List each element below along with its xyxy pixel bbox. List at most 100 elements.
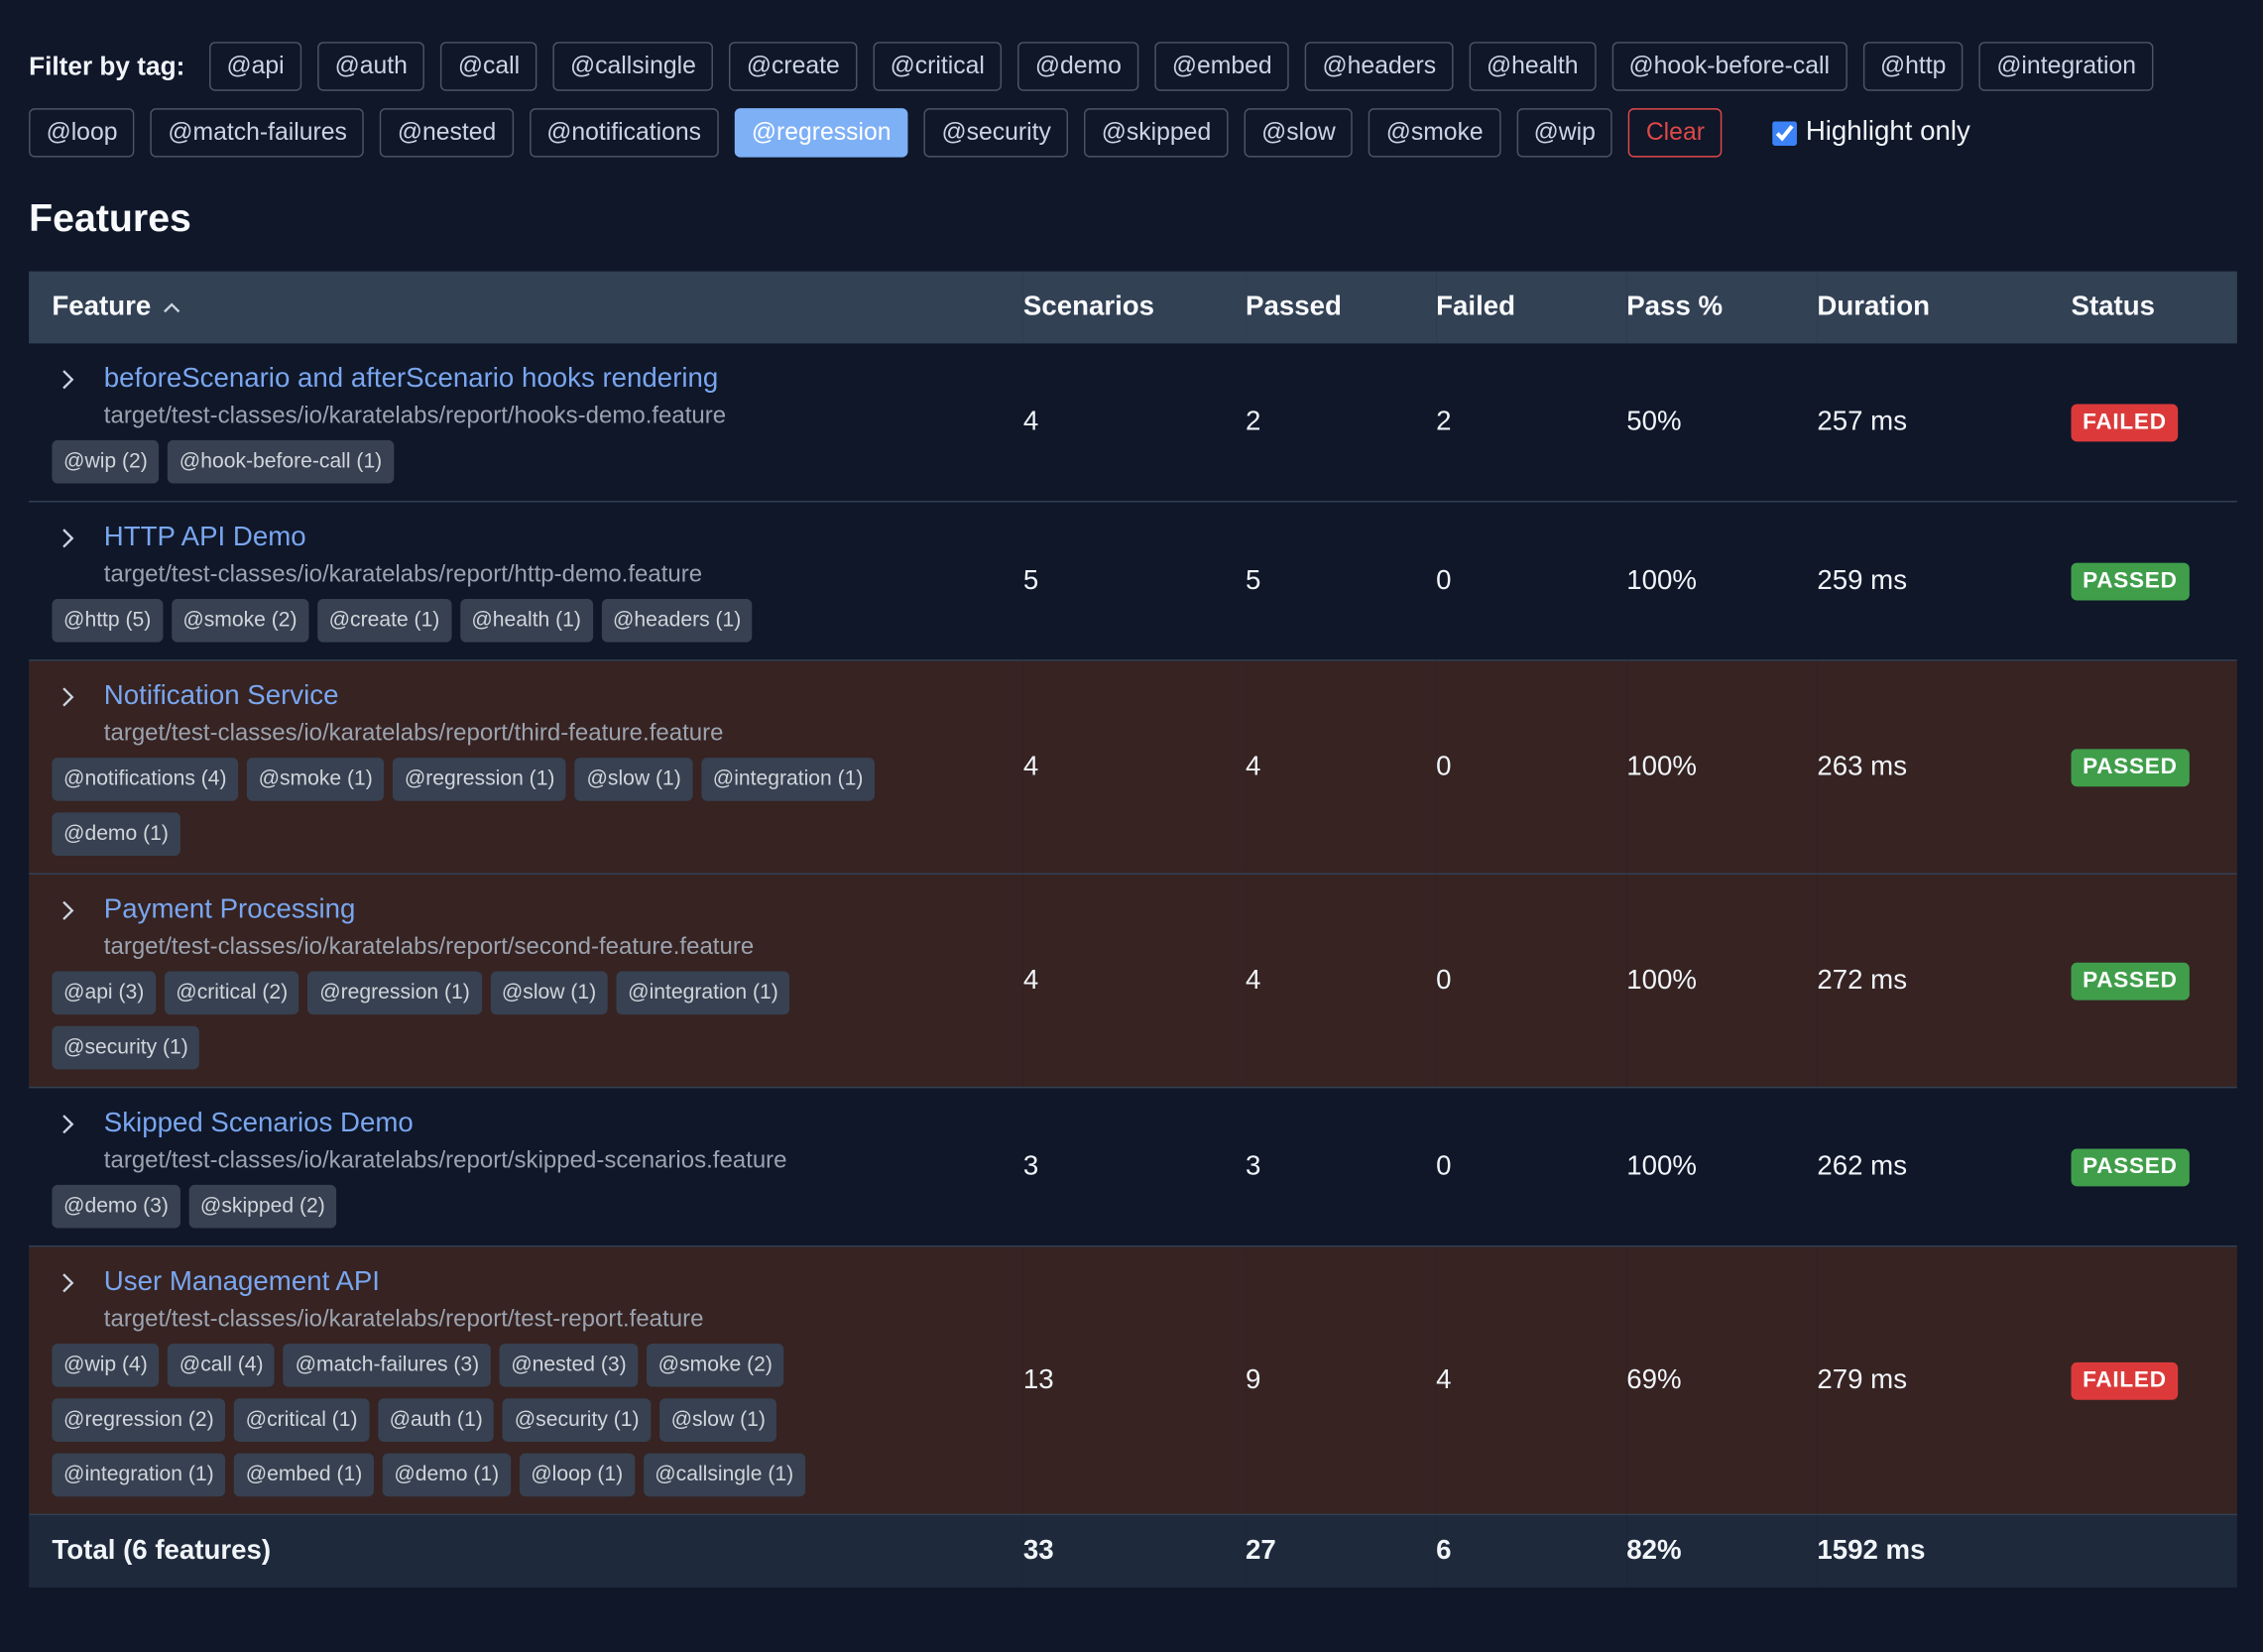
tag-chip: @http (5) [52, 598, 163, 643]
filter-tag[interactable]: @nested [380, 108, 514, 158]
feature-row: Skipped Scenarios Demo target/test-classe… [29, 1087, 2237, 1247]
tag-chip: @security (1) [52, 1025, 200, 1070]
highlight-checkbox[interactable] [1772, 120, 1798, 146]
column-header[interactable]: Failed [1436, 271, 1627, 344]
header-label: Pass % [1626, 291, 1724, 322]
expand-chevron[interactable] [58, 368, 77, 391]
total-pass-pct: 82% [1626, 1514, 1818, 1588]
filter-tag[interactable]: @health [1469, 42, 1597, 91]
column-header[interactable]: Scenarios [1022, 271, 1247, 344]
status-badge: PASSED [2071, 748, 2190, 786]
filter-tag[interactable]: @call [440, 42, 537, 91]
scenarios-cell: 5 [1022, 501, 1247, 661]
expand-chevron[interactable] [58, 685, 77, 708]
status-badge: PASSED [2071, 1147, 2190, 1186]
tag-chip: @loop (1) [519, 1453, 635, 1497]
status-cell: PASSED [2071, 501, 2237, 661]
tag-chip: @hook-before-call (1) [168, 439, 394, 484]
filter-tag[interactable]: @smoke [1369, 108, 1501, 158]
clear-button[interactable]: Clear [1628, 108, 1723, 158]
passed-cell: 4 [1246, 874, 1437, 1089]
failed-cell: 0 [1436, 501, 1627, 661]
feature-cell: Skipped Scenarios Demo target/test-classe… [29, 1087, 1023, 1247]
filter-tag[interactable]: @slow [1244, 108, 1354, 158]
sort-indicator[interactable] [151, 298, 188, 315]
pass-pct-cell: 100% [1626, 659, 1818, 875]
failed-cell: 4 [1436, 1245, 1627, 1516]
filter-tag[interactable]: @security [924, 108, 1069, 158]
filter-tag[interactable]: @critical [873, 42, 1003, 91]
header-label: Status [2071, 291, 2156, 322]
passed-cell: 5 [1246, 501, 1437, 661]
tag-chip: @smoke (2) [171, 598, 309, 643]
feature-title[interactable]: Notification Service [103, 680, 339, 712]
filter-tag[interactable]: @headers [1305, 42, 1454, 91]
tag-chip: @callsingle (1) [643, 1453, 805, 1497]
tag-chip: @slow (1) [490, 971, 608, 1015]
expand-chevron[interactable] [58, 1271, 77, 1294]
feature-path: target/test-classes/io/karatelabs/report… [103, 933, 755, 960]
column-header[interactable]: Duration [1817, 271, 2072, 344]
feature-title[interactable]: Payment Processing [103, 894, 356, 925]
feature-title-line: Payment Processing [52, 893, 1022, 928]
feature-title[interactable]: HTTP API Demo [103, 522, 306, 553]
feature-title[interactable]: User Management API [103, 1266, 380, 1298]
header-label: Feature [52, 291, 152, 322]
column-header[interactable]: Feature [29, 271, 1023, 344]
feature-cell: beforeScenario and afterScenario hooks r… [29, 343, 1023, 503]
filter-tag[interactable]: @hook-before-call [1611, 42, 1847, 91]
feature-title-line: beforeScenario and afterScenario hooks r… [52, 362, 1022, 397]
passed-cell: 4 [1246, 659, 1437, 875]
status-badge: FAILED [2071, 403, 2179, 441]
tag-chip: @critical (1) [234, 1398, 370, 1442]
filter-tag[interactable]: @embed [1154, 42, 1290, 91]
feature-title[interactable]: Skipped Scenarios Demo [103, 1108, 414, 1139]
tag-chip: @api (3) [52, 971, 156, 1015]
tag-chip: @security (1) [503, 1398, 652, 1442]
highlight-toggle[interactable]: Highlight only [1772, 117, 1970, 149]
feature-path: target/test-classes/io/karatelabs/report… [103, 720, 724, 747]
header-row: Feature Scenarios Passed Failed Pass % Durati… [29, 271, 2237, 344]
tag-chip: @nested (3) [499, 1343, 639, 1387]
filter-tag[interactable]: @create [729, 42, 858, 91]
expand-chevron[interactable] [58, 1113, 77, 1135]
filter-tag[interactable]: @skipped [1084, 108, 1229, 158]
tag-chip: @regression (1) [307, 971, 482, 1015]
header-label: Passed [1246, 291, 1342, 322]
filter-tag[interactable]: @auth [317, 42, 425, 91]
expand-chevron[interactable] [58, 527, 77, 549]
column-header[interactable]: Pass % [1626, 271, 1818, 344]
header-label: Duration [1817, 291, 1931, 322]
column-header[interactable]: Status [2071, 271, 2237, 344]
filter-tag[interactable]: @notifications [529, 108, 719, 158]
filter-label: Filter by tag: [29, 51, 185, 80]
filter-tag[interactable]: @wip [1516, 108, 1613, 158]
filter-tag[interactable]: @http [1862, 42, 1964, 91]
duration-cell: 263 ms [1817, 659, 2072, 875]
filter-tag[interactable]: @integration [1978, 42, 2154, 91]
total-status [2071, 1514, 2237, 1588]
filter-tag[interactable]: @demo [1017, 42, 1139, 91]
scenarios-cell: 3 [1022, 1087, 1247, 1247]
filter-tag[interactable]: @callsingle [552, 42, 714, 91]
duration-cell: 272 ms [1817, 874, 2072, 1089]
filter-tag[interactable]: @regression [734, 108, 909, 158]
filter-tag[interactable]: @loop [29, 108, 135, 158]
tag-chip: @regression (2) [52, 1398, 226, 1442]
pass-pct-cell: 50% [1626, 343, 1818, 503]
filter-tag[interactable]: @match-failures [150, 108, 365, 158]
tag-chip: @integration (1) [616, 971, 790, 1015]
filter-tag[interactable]: @api [209, 42, 302, 91]
feature-row: HTTP API Demo target/test-classes/io/kara… [29, 501, 2237, 661]
duration-cell: 259 ms [1817, 501, 2072, 661]
feature-title[interactable]: beforeScenario and afterScenario hooks r… [103, 363, 719, 395]
tag-chip: @critical (2) [164, 971, 299, 1015]
tag-chip: @demo (1) [52, 812, 180, 857]
tag-chip: @demo (3) [52, 1184, 180, 1229]
tag-list: @notifications (4) @smoke (1) @regression … [52, 758, 917, 857]
tag-list: @wip (4) @call (4) @match-failures (3) @nes… [52, 1343, 917, 1497]
passed-cell: 2 [1246, 343, 1437, 503]
expand-chevron[interactable] [58, 899, 77, 922]
column-header[interactable]: Passed [1246, 271, 1437, 344]
